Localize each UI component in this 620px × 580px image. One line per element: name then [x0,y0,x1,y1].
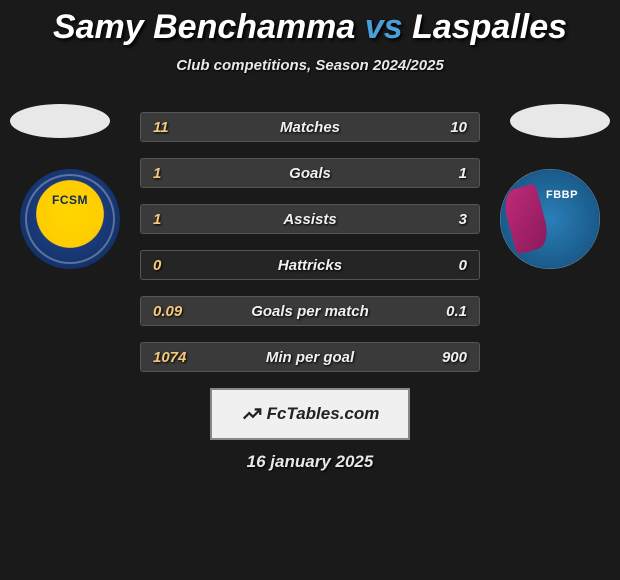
stat-label: Min per goal [141,343,479,371]
brand-text: FcTables.com [267,404,380,424]
stats-list: 1110Matches 11Goals 13Assists 00Hattricks 0.… [140,104,480,372]
subtitle: Club competitions, Season 2024/2025 [0,57,620,74]
stat-label: Goals [141,159,479,187]
chart-icon [241,403,263,425]
player1-club-code: FCSM [52,193,88,207]
player1-name: Samy Benchamma [53,8,355,46]
stat-label: Hattricks [141,251,479,279]
stat-label: Matches [141,113,479,141]
player2-name: Laspalles [412,8,567,46]
player1-club-badge: FCSM [20,169,120,269]
player2-club-code: FBBP [546,189,578,201]
stat-row: 13Assists [140,204,480,234]
comparison-panel: FCSM FBBP 1110Matches 11Goals 13Assists 00H… [0,104,620,472]
player2-club-badge: FBBP [500,169,600,269]
stat-row: 1110Matches [140,112,480,142]
stat-row: 0.090.1Goals per match [140,296,480,326]
right-ellipse-decor [510,104,610,138]
brand-badge: FcTables.com [210,388,410,440]
stat-row: 00Hattricks [140,250,480,280]
stat-label: Assists [141,205,479,233]
vs-label: vs [365,8,403,46]
date-label: 16 january 2025 [0,452,620,472]
stat-row: 11Goals [140,158,480,188]
stat-row: 1074900Min per goal [140,342,480,372]
stat-label: Goals per match [141,297,479,325]
left-ellipse-decor [10,104,110,138]
page-title: Samy Benchamma vs Laspalles [0,0,620,47]
